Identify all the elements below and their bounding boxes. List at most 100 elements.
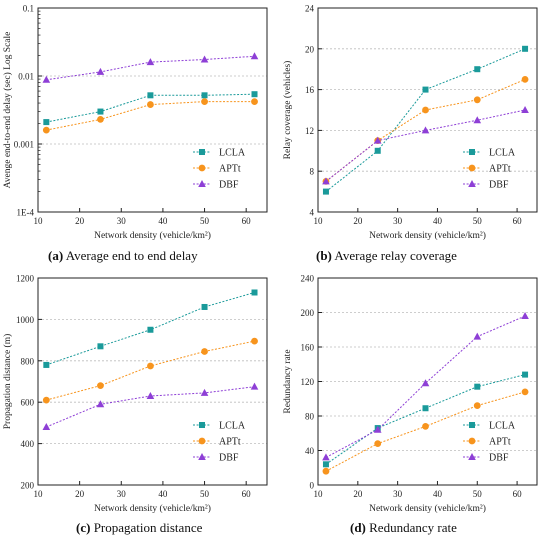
chart-c-xtick-label: 40 [158,489,168,499]
chart-d-point-dbf [373,425,382,433]
chart-b-xtick-label: 50 [473,216,483,226]
chart-a-xtick-label: 40 [158,216,168,226]
chart-b-point-dbf [421,126,430,134]
chart-b-point-lcla [322,188,329,195]
chart-c-point-lcla [97,343,104,350]
chart-a-line-aptt [46,101,255,131]
chart-d-xtick-label: 50 [473,489,483,499]
chart-d-point-lcla [474,383,481,390]
chart-c-point-dbf [200,388,209,396]
chart-d-ytick-label: 240 [301,274,315,284]
chart-d-legend: LCLA APTt DBF [463,421,516,464]
chart-c-ytick-label: 1000 [16,315,35,325]
chart-b-plot-frame [317,7,538,213]
chart-a: 1E-4 0.001 0.01 0.1 10 20 30 40 50 60 Network dens… [2,4,268,241]
chart-b-x-axis-title: Network density (vehicle/km²) [369,230,486,241]
chart-d-xtick-label: 40 [433,489,443,499]
chart-b-legend-marker [468,164,476,172]
chart-b-ytick-label: 4 [310,208,315,218]
chart-c-xtick-label: 60 [242,489,252,499]
chart-c: 200 400 600 800 1000 1200 10 20 30 40 50 60 Network … [2,274,268,514]
chart-c-point-aptt [42,396,50,404]
chart-c-point-lcla [251,289,258,296]
chart-d-point-lcla [522,371,529,378]
chart-b-legend-label: LCLA [489,148,516,159]
chart-a-point-aptt [97,116,104,123]
chart-c-x-axis-title: Network density (vehicle/km²) [94,503,211,514]
chart-d-y-axis-title: Redundancy rate [283,349,293,413]
chart-b-point-lcla [522,45,529,52]
chart-c-legend: LCLA APTt DBF [193,421,246,464]
chart-c-point-dbf [146,391,155,399]
chart-d-ytick-label: 80 [305,412,315,422]
chart-a-point-lcla [251,91,258,98]
chart-c-plot-frame [37,277,268,486]
chart-b: 4 8 12 16 20 24 10 20 30 40 50 60 Network density (v… [282,4,538,241]
chart-a-point-aptt [147,101,154,108]
chart-a-xtick-label: 30 [117,216,127,226]
chart-d-ytick-label: 40 [305,446,315,456]
chart-a-point-dbf [250,52,259,60]
chart-b-legend: LCLA APTt DBF [463,148,516,191]
chart-d-point-aptt [374,440,382,447]
chart-a-series-dbf [42,52,259,83]
chart-b-point-aptt [473,96,481,104]
chart-c-point-aptt [201,348,208,355]
chart-a-point-dbf [42,75,51,83]
chart-c-series-dbf [42,382,259,431]
chart-b-legend-marker [468,180,476,187]
chart-b-point-dbf [521,106,529,113]
chart-d-legend-label: LCLA [489,421,516,432]
chart-b-ytick-label: 16 [305,85,315,95]
chart-a-point-dbf [146,58,155,66]
chart-c-ytick-label: 800 [21,356,35,366]
chart-b-series-lcla [322,45,529,195]
chart-d-xtick-label: 10 [314,489,324,499]
chart-b-ytick-label: 20 [305,44,315,54]
chart-b-point-aptt [521,76,529,83]
chart-c-xtick-label: 10 [34,489,44,499]
chart-a-point-lcla [43,119,50,126]
chart-d-point-dbf [421,379,430,387]
chart-a-legend-marker [198,180,206,187]
chart-c-line-aptt [46,340,255,401]
chart-b-point-lcla [374,147,381,154]
chart-c-ytick-label: 200 [21,481,35,491]
chart-c-point-aptt [147,362,154,370]
chart-d-legend-label: APTt [489,437,511,448]
chart-a-ytick-label: 1E-4 [17,208,35,218]
chart-b-xtick-label: 60 [513,216,523,226]
chart-c-legend-marker [198,453,206,460]
chart-b-point-lcla [422,86,429,93]
chart-c-ytick-label: 1200 [16,274,35,284]
chart-d-series-dbf [322,311,529,461]
chart-b-legend-marker [469,149,475,155]
chart-b-point-dbf [373,136,382,144]
chart-c-point-aptt [251,337,258,345]
chart-b-series-dbf [322,106,529,185]
chart-d-point-dbf [521,311,529,319]
chart-d-line-lcla [325,374,526,465]
chart-a-xtick-label: 60 [242,216,252,226]
chart-a-plot-frame [37,7,268,213]
chart-d-legend-marker [468,437,476,445]
caption-b-text: Average relay coverage [331,248,457,263]
chart-c-point-dbf [42,423,51,431]
chart-d: 0 40 80 120 160 200 240 10 20 30 40 50 60 Network den… [283,274,538,514]
chart-a-line-lcla [46,93,255,123]
chart-a-legend-marker [199,149,205,155]
chart-d-point-aptt [322,467,330,475]
chart-c-y-axis-title: Propagation distance (m) [2,334,13,430]
chart-c-legend-label: APTt [219,437,241,448]
chart-d-xtick-label: 30 [393,489,403,499]
chart-b-line-lcla [325,48,526,192]
chart-d-point-dbf [473,332,482,340]
caption-a-text: Average end to end delay [63,248,198,263]
chart-b-ytick-label: 8 [310,167,315,177]
chart-a-point-aptt [42,126,50,134]
chart-a-legend-label: LCLA [219,148,246,159]
chart-a-ytick-label: 0.1 [23,4,34,14]
chart-b-point-dbf [322,177,330,185]
chart-b-xtick-label: 30 [393,216,403,226]
